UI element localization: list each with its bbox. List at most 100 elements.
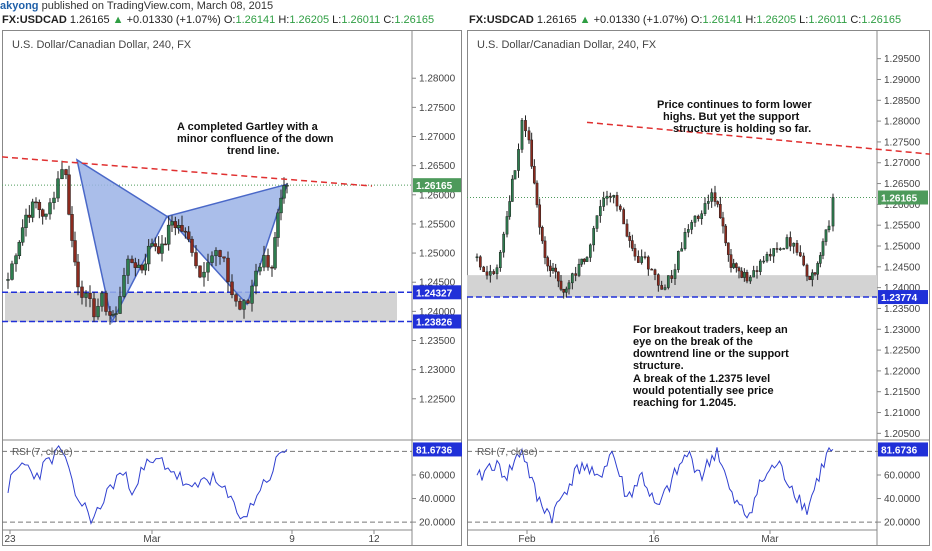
candle-body bbox=[740, 270, 744, 278]
time-tick-label: Mar bbox=[761, 534, 779, 545]
publish-info: published on TradingView.com, March 08, … bbox=[41, 0, 274, 12]
candle-body bbox=[24, 214, 28, 228]
symbol[interactable]: FX:USDCAD bbox=[2, 14, 67, 26]
publish-header: akyong published on TradingView.com, Mar… bbox=[0, 0, 932, 14]
candle-body bbox=[663, 287, 667, 290]
candle-body bbox=[517, 149, 520, 171]
candle-body bbox=[808, 275, 812, 280]
price-tag-label: 1.24327 bbox=[416, 288, 453, 299]
candle-body bbox=[554, 267, 558, 273]
rsi-line bbox=[7, 444, 288, 525]
price-change: +0.01330 (+1.07%) bbox=[593, 14, 688, 26]
candle-body bbox=[703, 203, 707, 214]
candle-body bbox=[122, 275, 126, 297]
rsi-tick-label: 60.0000 bbox=[884, 470, 921, 481]
candle-body bbox=[198, 265, 202, 278]
candle-body bbox=[676, 251, 680, 270]
price-tick-label: 1.27000 bbox=[419, 132, 456, 143]
candle-body bbox=[118, 296, 122, 314]
candle-body bbox=[285, 184, 289, 187]
candle-body bbox=[821, 241, 825, 256]
rsi-pane[interactable]: 60.0000 40.0000 20.0000 81.6736 bbox=[2, 442, 463, 529]
price-tick-label: 1.23500 bbox=[884, 304, 921, 315]
price-tick-label: 1.24500 bbox=[884, 262, 921, 273]
candle-body bbox=[10, 263, 14, 280]
candle-body bbox=[680, 248, 684, 252]
candle-body bbox=[246, 300, 250, 304]
price-tick-label: 1.29000 bbox=[884, 75, 921, 86]
candle-body bbox=[696, 215, 700, 219]
open-value: 1.26141 bbox=[235, 14, 276, 26]
candle-body bbox=[488, 271, 492, 276]
price-tick-label: 1.26500 bbox=[419, 161, 456, 172]
price-tick-label: 1.28500 bbox=[884, 96, 921, 107]
candle-body bbox=[238, 300, 242, 310]
candle-body bbox=[530, 139, 534, 167]
candle-body bbox=[194, 252, 198, 267]
price-tick-label: 1.29500 bbox=[884, 54, 921, 65]
candle-body bbox=[805, 264, 809, 277]
candle-body bbox=[527, 130, 531, 141]
price-tick-label: 1.24000 bbox=[884, 283, 921, 294]
candle-body bbox=[710, 192, 714, 202]
price-tick-label: 1.22000 bbox=[884, 366, 921, 377]
annotation-line: A break of the 1.2375 level bbox=[633, 373, 770, 385]
price-tag-label: 1.23774 bbox=[881, 293, 918, 304]
annotation-line: highs. But yet the support bbox=[663, 111, 800, 123]
candle-body bbox=[532, 166, 536, 184]
candle-body bbox=[775, 248, 779, 250]
candle-body bbox=[17, 241, 22, 257]
candle-body bbox=[729, 254, 733, 268]
candle-body bbox=[580, 258, 584, 265]
candle-body bbox=[126, 258, 130, 276]
candle-body bbox=[724, 225, 728, 244]
candle-body bbox=[180, 225, 184, 232]
candle-body bbox=[622, 209, 626, 225]
candle-body bbox=[183, 230, 188, 233]
candle-body bbox=[270, 266, 274, 269]
candle-body bbox=[683, 232, 687, 249]
price-axis[interactable]: 1.28000 1.27500 1.27000 1.26500 1.26000 1.255… bbox=[412, 74, 456, 406]
candle-body bbox=[266, 255, 270, 268]
time-axis[interactable]: Feb 16 Mar bbox=[518, 530, 779, 545]
price-tick-label: 1.28000 bbox=[884, 117, 921, 128]
candle-body bbox=[498, 251, 502, 268]
candle-body bbox=[475, 256, 479, 259]
chart-right-svg[interactable]: U.S. Dollar/Canadian Dollar, 240, FX 1.2… bbox=[467, 30, 932, 546]
candle-body bbox=[250, 285, 254, 304]
candle-body bbox=[276, 212, 280, 238]
support-zone bbox=[5, 292, 397, 322]
candle-body bbox=[721, 217, 725, 227]
price-tick-label: 1.27000 bbox=[884, 158, 921, 169]
price-change: +0.01330 (+1.07%) bbox=[126, 14, 221, 26]
price-tick-label: 1.22500 bbox=[419, 394, 456, 405]
candlestick-series bbox=[6, 160, 289, 325]
candle-body bbox=[6, 279, 10, 281]
candle-body bbox=[582, 258, 586, 262]
candle-body bbox=[778, 248, 782, 250]
candle-body bbox=[686, 229, 690, 233]
price-tag-label: 1.26165 bbox=[881, 193, 918, 204]
price-tick-label: 1.25500 bbox=[884, 221, 921, 232]
price-tick-label: 1.27500 bbox=[884, 137, 921, 148]
chart-left-svg[interactable]: U.S. Dollar/Canadian Dollar, 240, FX 1.2… bbox=[1, 30, 463, 546]
candle-body bbox=[27, 214, 32, 218]
time-axis[interactable]: 23 Mar 9 12 bbox=[4, 530, 380, 545]
author-link[interactable]: akyong bbox=[0, 0, 39, 12]
chart-panel-right: U.S. Dollar/Canadian Dollar, 240, FX 1.2… bbox=[467, 30, 932, 551]
candle-body bbox=[492, 271, 496, 275]
candle-body bbox=[111, 314, 115, 316]
price-tick-label: 1.23000 bbox=[419, 365, 456, 376]
candle-body bbox=[816, 263, 820, 275]
price-tag-box bbox=[413, 178, 461, 193]
price-axis[interactable]: 1.29500 1.29000 1.28500 1.28000 1.27500 1.270… bbox=[877, 54, 921, 440]
price-tag-box bbox=[878, 190, 928, 205]
trend-line bbox=[1, 156, 373, 187]
symbol[interactable]: FX:USDCAD bbox=[469, 14, 534, 26]
rsi-line bbox=[476, 446, 834, 524]
open-value: 1.26141 bbox=[702, 14, 743, 26]
candle-body bbox=[478, 256, 482, 268]
candle-body bbox=[615, 195, 619, 207]
candle-body bbox=[524, 120, 527, 132]
